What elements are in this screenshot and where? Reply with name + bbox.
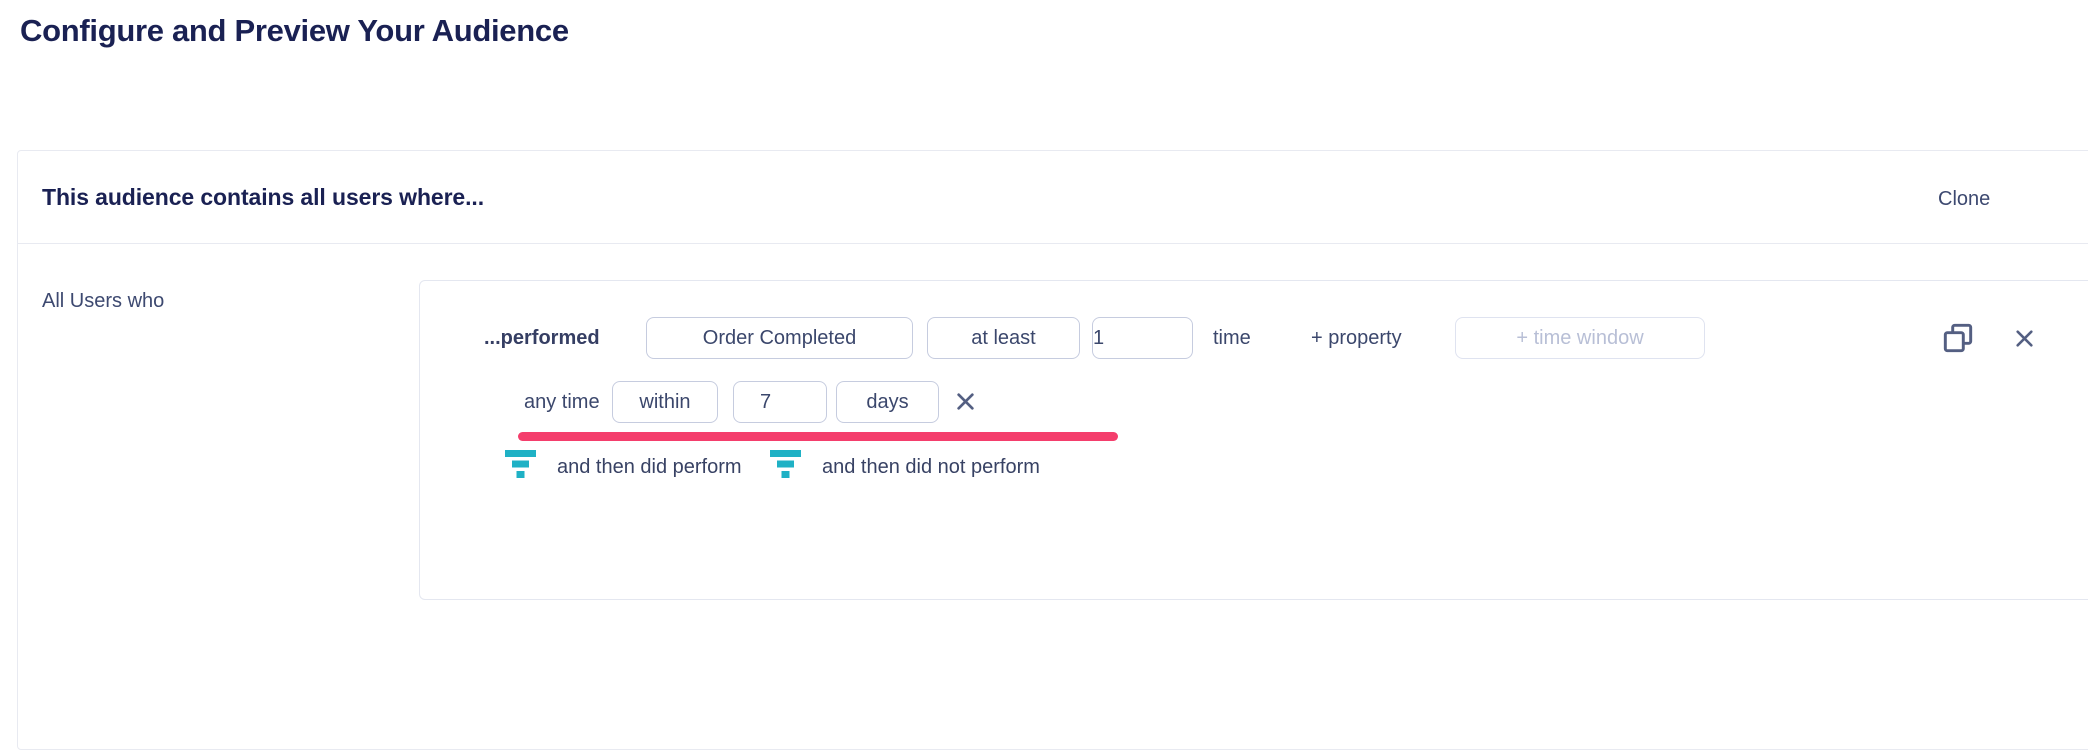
remove-condition-button[interactable] <box>2014 328 2035 349</box>
event-select-button[interactable]: Order Completed <box>646 317 913 359</box>
operator-select-button[interactable]: at least <box>927 317 1080 359</box>
time-window-input[interactable] <box>1455 317 1705 359</box>
highlight-underline <box>518 432 1118 441</box>
add-property-button[interactable]: + property <box>1311 327 1402 349</box>
clone-button[interactable]: Clone <box>1938 188 1991 210</box>
time-label: time <box>1213 327 1251 349</box>
duration-unit-button[interactable]: days <box>836 381 939 423</box>
remove-time-window-button[interactable] <box>955 391 976 412</box>
filter-icon <box>505 450 536 484</box>
any-time-label: any time <box>524 391 600 413</box>
filter-icon <box>770 450 801 484</box>
copy-icon <box>1942 323 1974 357</box>
duration-input[interactable] <box>733 381 827 423</box>
card-header-title: This audience contains all users where..… <box>42 184 484 210</box>
duplicate-condition-button[interactable] <box>1942 322 1974 354</box>
page-title: Configure and Preview Your Audience <box>20 13 569 48</box>
close-icon <box>2014 330 2035 352</box>
action-label: and then did not perform <box>822 455 1040 478</box>
close-icon <box>955 393 976 415</box>
and-then-did-perform-button[interactable]: and then did perform <box>505 450 742 484</box>
window-operator-button[interactable]: within <box>612 381 718 423</box>
performed-label: ...performed <box>484 327 600 349</box>
audience-scope-label: All Users who <box>42 290 165 312</box>
header-divider <box>18 243 2088 244</box>
action-label: and then did perform <box>557 455 742 478</box>
count-input[interactable] <box>1092 317 1193 359</box>
and-then-did-not-perform-button[interactable]: and then did not perform <box>770 450 1040 484</box>
